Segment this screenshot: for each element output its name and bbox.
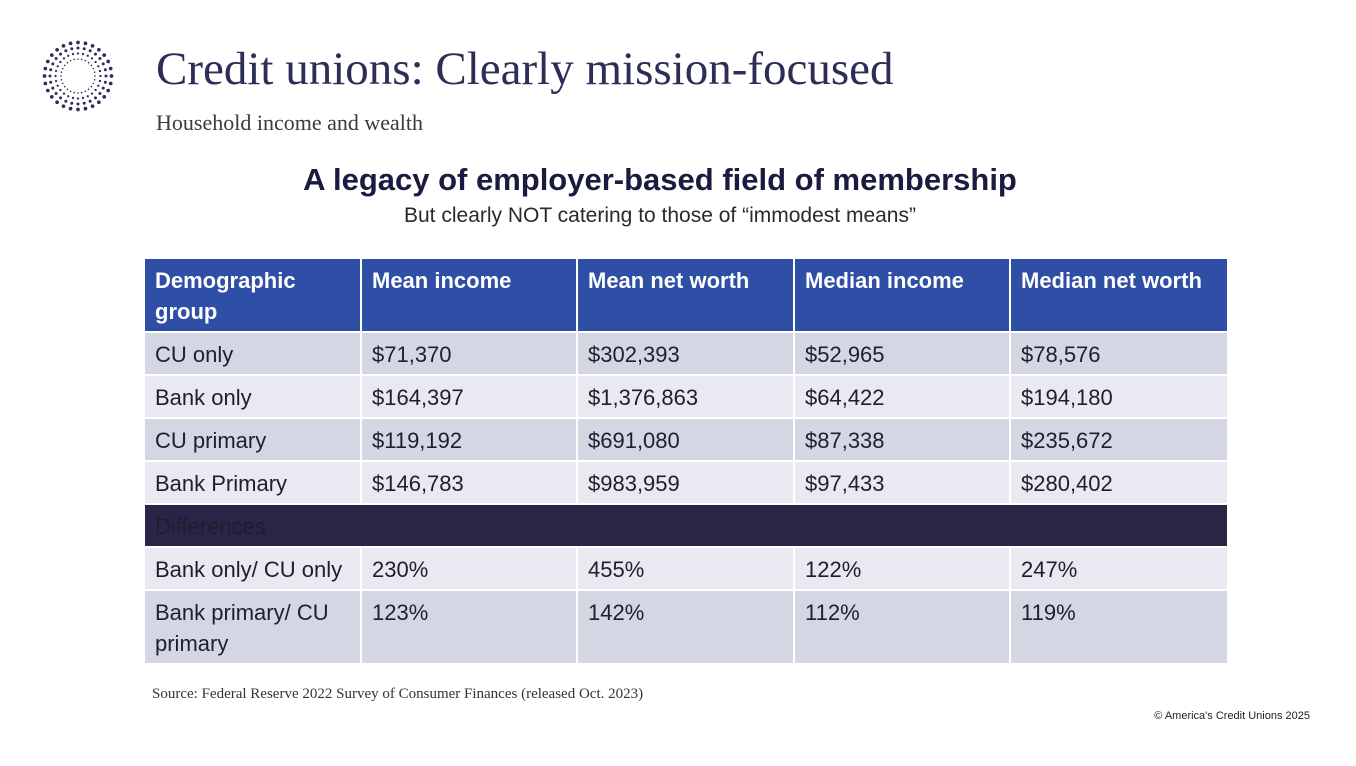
table-cell: $78,576 <box>1010 332 1227 376</box>
table-cell: $164,397 <box>361 375 578 419</box>
table-row: Bank primary/ CU primary 123% 142% 112% … <box>145 590 1227 665</box>
table-cell: $71,370 <box>361 332 578 376</box>
column-header: Median income <box>794 259 1011 333</box>
copyright-note: © America's Credit Unions 2025 <box>1154 710 1310 722</box>
table-subheading: But clearly NOT catering to those of “im… <box>404 204 916 227</box>
table-cell: $691,080 <box>577 418 795 462</box>
table-cell: $146,783 <box>361 461 578 505</box>
column-header: Mean net worth <box>577 259 795 333</box>
table-cell: $52,965 <box>794 332 1011 376</box>
table-cell: $302,393 <box>577 332 795 376</box>
table-cell: 123% <box>361 590 578 665</box>
source-note: Source: Federal Reserve 2022 Survey of C… <box>152 686 644 702</box>
dotted-sunburst-logo-icon <box>42 40 114 112</box>
table-cell: 122% <box>794 547 1011 591</box>
slide-title: Credit unions: Clearly mission-focused <box>156 43 894 95</box>
table-cell: $280,402 <box>1010 461 1227 505</box>
table-cell: Bank only/ CU only <box>145 547 362 591</box>
table-cell: Bank primary/ CU primary <box>145 590 362 665</box>
table-row: Bank only $164,397 $1,376,863 $64,422 $1… <box>145 375 1227 419</box>
table-cell: Bank only <box>145 375 362 419</box>
table-cell: $1,376,863 <box>577 375 795 419</box>
table-cell: CU only <box>145 332 362 376</box>
table-header-row: Demographic group Mean income Mean net w… <box>145 259 1227 333</box>
table-cell: 119% <box>1010 590 1227 665</box>
table-cell: $119,192 <box>361 418 578 462</box>
table-cell: CU primary <box>145 418 362 462</box>
table-row: Bank Primary $146,783 $983,959 $97,433 $… <box>145 461 1227 505</box>
table-cell: $97,433 <box>794 461 1011 505</box>
table-cell: 230% <box>361 547 578 591</box>
table-heading: A legacy of employer-based field of memb… <box>303 162 1017 197</box>
column-header: Demographic group <box>145 259 362 333</box>
column-header: Mean income <box>361 259 578 333</box>
table-row: Bank only/ CU only 230% 455% 122% 247% <box>145 547 1227 591</box>
table-row: CU only $71,370 $302,393 $52,965 $78,576 <box>145 332 1227 376</box>
table-cell: Bank Primary <box>145 461 362 505</box>
slide-subtitle: Household income and wealth <box>156 110 423 135</box>
income-wealth-table: Demographic group Mean income Mean net w… <box>145 259 1227 665</box>
column-header: Median net worth <box>1010 259 1227 333</box>
table-cell: $194,180 <box>1010 375 1227 419</box>
table-cell: $64,422 <box>794 375 1011 419</box>
table-cell: 247% <box>1010 547 1227 591</box>
table-cell: $983,959 <box>577 461 795 505</box>
table-cell: $235,672 <box>1010 418 1227 462</box>
table-cell: 455% <box>577 547 795 591</box>
table-row: CU primary $119,192 $691,080 $87,338 $23… <box>145 418 1227 462</box>
section-row-differences: Differences <box>145 504 1227 548</box>
table-cell: 142% <box>577 590 795 665</box>
table-cell: 112% <box>794 590 1011 665</box>
section-label: Differences <box>145 504 1227 548</box>
table-cell: $87,338 <box>794 418 1011 462</box>
